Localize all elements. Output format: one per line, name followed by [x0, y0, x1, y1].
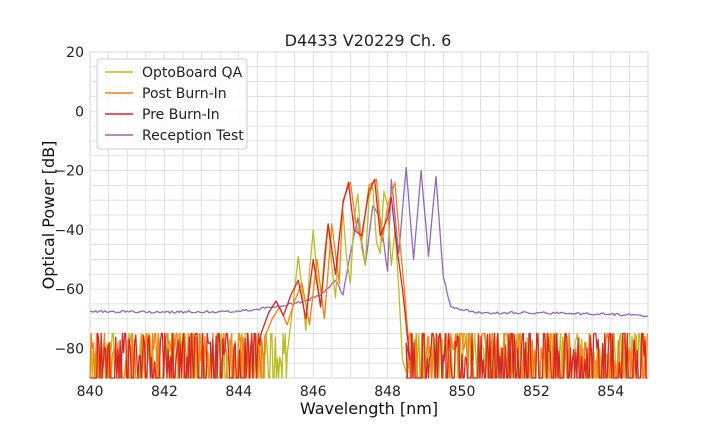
y-tick-label: 0: [75, 104, 84, 120]
y-tick-label: −80: [54, 341, 84, 357]
legend: OptoBoard QA Post Burn-In Pre Burn-In Recep…: [96, 58, 248, 150]
series-pre-burn-in: [90, 178, 648, 379]
x-tick-label: 842: [151, 384, 178, 400]
y-tick-labels: −80 −60 −40 −20 0 20: [54, 45, 84, 357]
series-layer: [89, 166, 649, 379]
series-reception-test: [89, 166, 649, 318]
legend-label: Pre Burn-In: [142, 107, 220, 123]
legend-label: Post Burn-In: [142, 86, 227, 102]
x-tick-label: 844: [225, 384, 252, 400]
x-tick-label: 852: [523, 384, 550, 400]
x-tick-label: 846: [300, 384, 327, 400]
y-tick-label: −40: [54, 223, 84, 239]
y-tick-label: 20: [66, 45, 84, 61]
x-tick-label: 848: [374, 384, 401, 400]
x-axis-label: Wavelength [nm]: [300, 399, 438, 418]
legend-label: OptoBoard QA: [142, 65, 243, 81]
y-tick-label: −20: [54, 164, 84, 180]
chart-title: D4433 V20229 Ch. 6: [285, 31, 452, 50]
y-tick-label: −60: [54, 282, 84, 298]
x-tick-label: 850: [449, 384, 476, 400]
y-axis-label: Optical Power [dB]: [39, 141, 58, 290]
series-line: [89, 166, 649, 318]
x-tick-label: 854: [597, 384, 624, 400]
series-line: [90, 178, 648, 379]
legend-box: [96, 58, 248, 150]
x-tick-labels: 840 842 844 846 848 850 852 854: [77, 384, 625, 400]
x-tick-label: 840: [77, 384, 104, 400]
legend-label: Reception Test: [142, 128, 244, 144]
